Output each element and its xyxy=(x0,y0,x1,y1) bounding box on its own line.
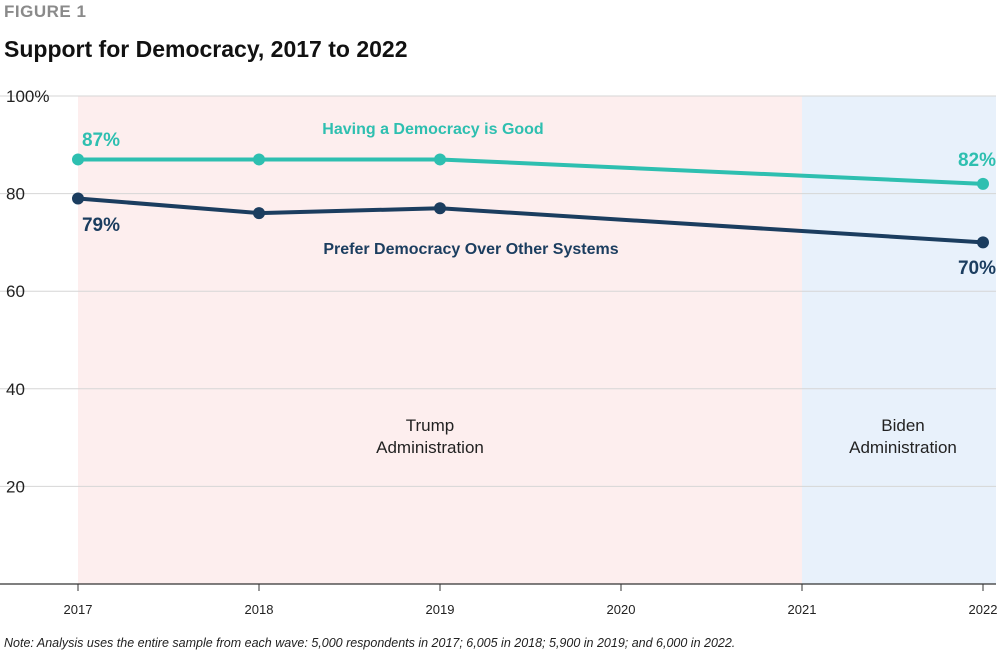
x-tick-label: 2019 xyxy=(426,602,455,617)
data-point xyxy=(253,207,265,220)
data-point xyxy=(434,153,446,166)
data-label: 82% xyxy=(958,150,996,171)
data-point xyxy=(72,192,84,205)
y-tick-label: 80 xyxy=(6,185,25,204)
x-tick-label: 2020 xyxy=(607,602,636,617)
y-tick-label: 60 xyxy=(6,282,25,301)
y-tick-label: 100% xyxy=(6,87,49,106)
series-label-prefer: Prefer Democracy Over Other Systems xyxy=(323,241,618,258)
data-label: 79% xyxy=(82,215,120,236)
gridlines xyxy=(0,95,996,487)
band-label-line2: Administration xyxy=(376,438,484,457)
series-lines xyxy=(72,153,989,249)
data-point xyxy=(977,177,989,190)
y-tick-label: 20 xyxy=(6,477,25,496)
band-label-line2: Administration xyxy=(849,438,957,457)
axes: 20 40 60 80 100% 2017 2018 2019 2020 2021 2022 xyxy=(0,87,997,617)
administration-bands xyxy=(78,96,996,584)
band-label-line1: Trump xyxy=(406,416,455,435)
series-line-good xyxy=(78,157,984,186)
data-point xyxy=(977,236,989,249)
x-tick-label: 2018 xyxy=(245,602,274,617)
band-trump xyxy=(78,96,802,584)
x-tick-label: 2021 xyxy=(788,602,817,617)
band-labels: Trump Administration Biden Administration xyxy=(376,416,957,457)
band-label-line1: Biden xyxy=(881,416,924,435)
data-point xyxy=(434,202,446,215)
x-tick-label: 2022 xyxy=(969,602,998,617)
footnote: Note: Analysis uses the entire sample fr… xyxy=(4,636,736,650)
series-label-good: Having a Democracy is Good xyxy=(322,121,543,138)
data-labels: Having a Democracy is Good Prefer Democra… xyxy=(82,121,996,279)
series-line-prefer xyxy=(77,196,984,245)
chart-title: Support for Democracy, 2017 to 2022 xyxy=(4,36,408,62)
data-point xyxy=(253,153,265,166)
x-tick-label: 2017 xyxy=(64,602,93,617)
data-label: 87% xyxy=(82,130,120,151)
data-label: 70% xyxy=(958,258,996,279)
figure-label: FIGURE 1 xyxy=(4,2,87,21)
y-tick-label: 40 xyxy=(6,380,25,399)
data-point xyxy=(72,153,84,166)
